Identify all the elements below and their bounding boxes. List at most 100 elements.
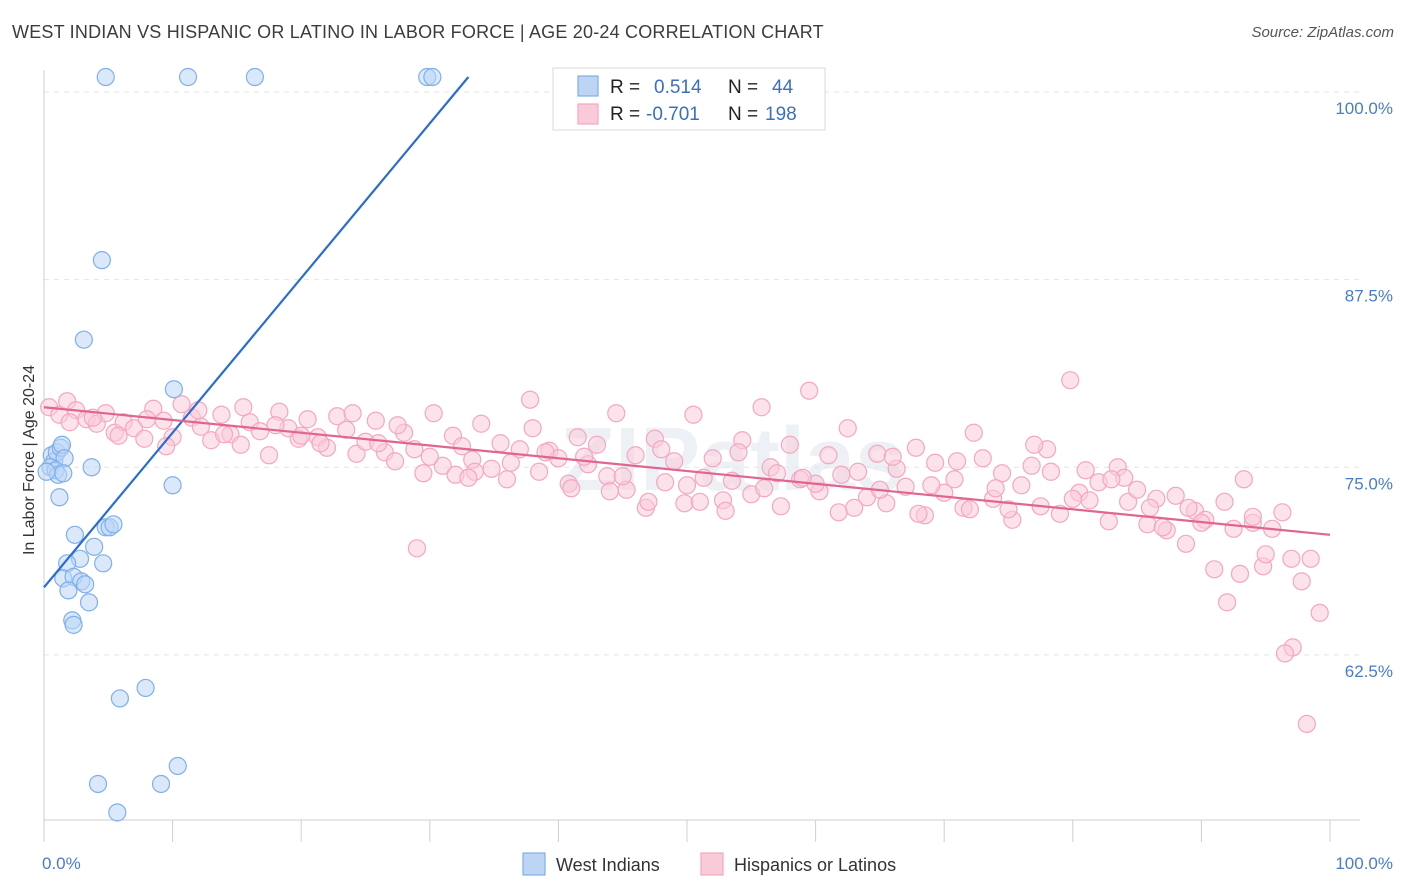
hispanics-point-140 [420,447,439,466]
hispanics-point-27 [298,410,317,429]
hispanics-point-187 [639,492,658,511]
hispanics-point-184 [388,416,407,435]
hispanics-point-66 [675,494,694,513]
hispanics-point-146 [883,447,902,466]
legend-r-label-hispanics: R = [610,104,640,125]
west-indians-point-24 [65,525,84,544]
hispanics-point-121 [1205,560,1224,579]
west-indians-point-28 [94,554,113,573]
west-indians-point-7 [164,380,183,399]
x-tick-label-0: 0.0% [42,854,81,873]
hispanics-point-106 [1061,371,1080,390]
west-indians-point-0 [96,67,115,87]
hispanics-point-139 [343,404,362,423]
hispanics-point-104 [1041,462,1061,481]
hispanics-point-101 [1012,476,1031,495]
west-indians-point-19 [163,476,182,495]
hispanics-point-82 [829,503,848,522]
hispanics-point-105 [1050,504,1070,523]
bottom-legend: West Indians Hispanics or Latinos [522,852,896,876]
hispanics-point-143 [652,440,671,459]
hispanics-point-195 [1243,507,1262,526]
hispanics-point-84 [848,462,868,481]
x-tick-labels: 0.0% 100.0% [42,854,1393,873]
hispanics-point-39 [414,464,433,483]
hispanics-point-46 [482,459,501,478]
hispanics-point-160 [999,500,1018,519]
west-indians-point-42 [108,803,127,822]
legend-n-value-hispanics: 198 [765,104,797,125]
hispanics-point-86 [868,444,887,463]
hispanics-point-176 [986,479,1005,498]
chart-source: Source: ZipAtlas.com [1251,24,1394,41]
hispanics-point-34 [366,411,385,430]
west-indians-point-40 [88,774,108,794]
hispanics-point-159 [922,476,941,495]
hispanics-point-162 [1153,518,1172,537]
hispanics-point-151 [1256,545,1275,564]
hispanics-point-193 [1102,470,1121,489]
hispanics-point-165 [137,410,156,429]
hispanics-point-192 [1025,435,1044,454]
hispanics-point-164 [60,413,79,432]
hispanics-trend-line [43,406,1331,536]
west-indians-point-4 [423,67,442,87]
legend-swatch-west-indians [577,75,599,97]
west-indians-point-25 [85,537,104,556]
hispanics-point-166 [214,425,234,444]
bottom-legend-label-hispanics: Hispanics or Latinos [734,855,896,875]
west-indians-point-5 [92,251,111,270]
hispanics-point-90 [906,438,926,457]
hispanics-point-77 [780,435,799,454]
hispanics-point-69 [703,449,722,468]
hispanics-point-178 [1140,498,1160,517]
hispanics-point-185 [459,468,478,487]
west-indians-point-37 [136,678,155,698]
hispanics-point-43 [452,437,472,456]
hispanics-point-163 [1230,564,1250,583]
legend-r-value-west-indians: 0.514 [654,77,702,98]
hispanics-point-74 [752,398,771,417]
hispanics-point-172 [677,476,697,495]
hispanics-point-124 [1234,470,1253,489]
legend-r-label-west-indians: R = [610,77,640,98]
hispanics-point-113 [1127,480,1147,499]
hispanics-point-36 [385,452,405,471]
hispanics-point-136 [109,426,128,445]
series-hispanics-points [40,371,1329,734]
west-indians-point-34 [79,593,99,612]
hispanics-point-123 [1224,519,1243,538]
hispanics-point-23 [259,446,279,465]
grid-lines [44,91,1360,656]
west-indians-point-43 [37,462,56,481]
bottom-legend-swatch-west-indians [522,852,546,876]
hispanics-point-45 [472,414,491,433]
west-indians-point-33 [59,581,78,600]
hispanics-point-55 [568,428,587,447]
hispanics-point-51 [530,462,549,481]
hispanics-point-144 [729,443,748,462]
y-tick-label-3: 62.5% [1345,662,1393,681]
trend-lines [43,76,1331,589]
hispanics-point-132 [1310,603,1329,622]
hispanics-point-14 [172,395,191,414]
hispanics-point-128 [1273,503,1292,522]
hispanics-point-40 [424,404,443,423]
hispanics-point-186 [562,479,581,498]
hispanics-point-89 [896,477,915,496]
hispanics-point-41 [433,456,452,475]
bottom-legend-label-west-indians: West Indians [556,855,660,875]
hispanics-point-175 [909,504,928,523]
hispanics-point-10 [135,429,154,448]
hispanics-point-57 [587,435,607,454]
hispanics-point-179 [1218,593,1237,612]
hispanics-point-96 [964,423,983,442]
hispanics-point-167 [292,426,311,445]
hispanics-point-83 [838,419,857,438]
west-indians-point-20 [50,488,69,507]
hispanics-point-58 [598,467,617,486]
hispanics-point-108 [1080,491,1099,510]
hispanics-point-158 [845,498,864,517]
hispanics-point-81 [819,446,838,465]
hispanics-point-110 [1099,512,1118,531]
